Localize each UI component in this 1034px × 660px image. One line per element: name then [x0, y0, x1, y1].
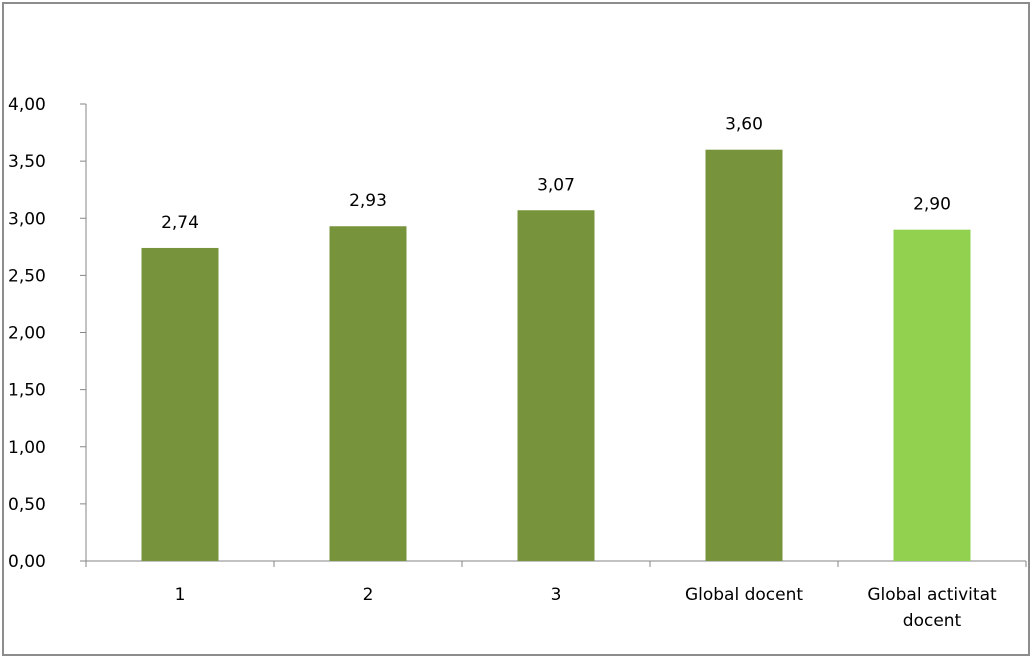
- bar: [705, 149, 783, 561]
- bar: [329, 226, 407, 561]
- bars: [141, 149, 971, 562]
- y-tick-label: 0,50: [8, 495, 46, 515]
- data-labels: 2,74 2,93 3,07 3,60 2,90: [161, 115, 951, 233]
- bar: [893, 229, 971, 562]
- data-label: 2,74: [161, 213, 199, 233]
- y-axis: 0,00 0,50 1,00 1,50 2,00 2,50 3,00 3,50 4,00: [8, 95, 87, 572]
- y-tick-label: 1,00: [8, 438, 46, 458]
- category-label: Global activitat docent: [867, 585, 997, 631]
- category-label: 1: [175, 585, 186, 605]
- category-label: 2: [363, 585, 374, 605]
- y-tick-label: 2,50: [8, 266, 46, 286]
- y-tick-label: 1,50: [8, 381, 46, 401]
- data-label: 2,93: [349, 191, 387, 211]
- data-label: 3,60: [725, 115, 763, 135]
- y-tick-label: 2,00: [8, 324, 46, 344]
- y-tick-label: 4,00: [8, 95, 46, 115]
- y-tick-label: 0,00: [8, 552, 46, 572]
- bar: [517, 210, 595, 561]
- category-label: 3: [551, 585, 562, 605]
- bar: [141, 247, 219, 561]
- data-label: 2,90: [913, 195, 951, 215]
- y-tick-label: 3,50: [8, 152, 46, 172]
- data-label: 3,07: [537, 175, 575, 195]
- y-tick-label: 3,00: [8, 209, 46, 229]
- x-axis: 1 2 3 Global docent Global activitat docent: [80, 560, 1027, 631]
- category-label: Global docent: [685, 585, 803, 605]
